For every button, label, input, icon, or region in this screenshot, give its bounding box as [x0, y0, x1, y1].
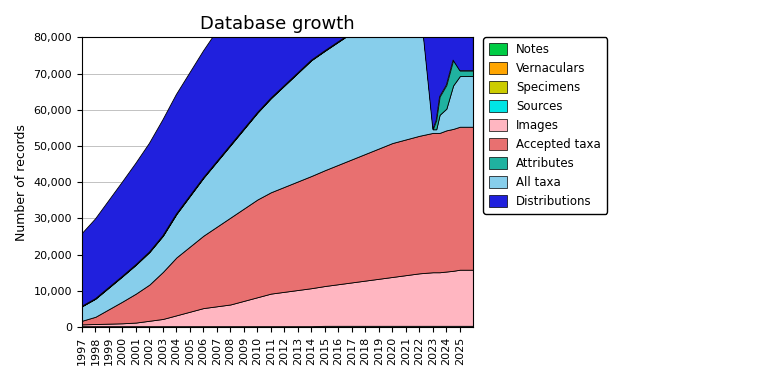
Y-axis label: Number of records: Number of records	[15, 124, 28, 241]
Legend: Notes, Vernaculars, Specimens, Sources, Images, Accepted taxa, Attributes, All t: Notes, Vernaculars, Specimens, Sources, …	[483, 38, 607, 214]
Title: Database growth: Database growth	[200, 15, 355, 33]
